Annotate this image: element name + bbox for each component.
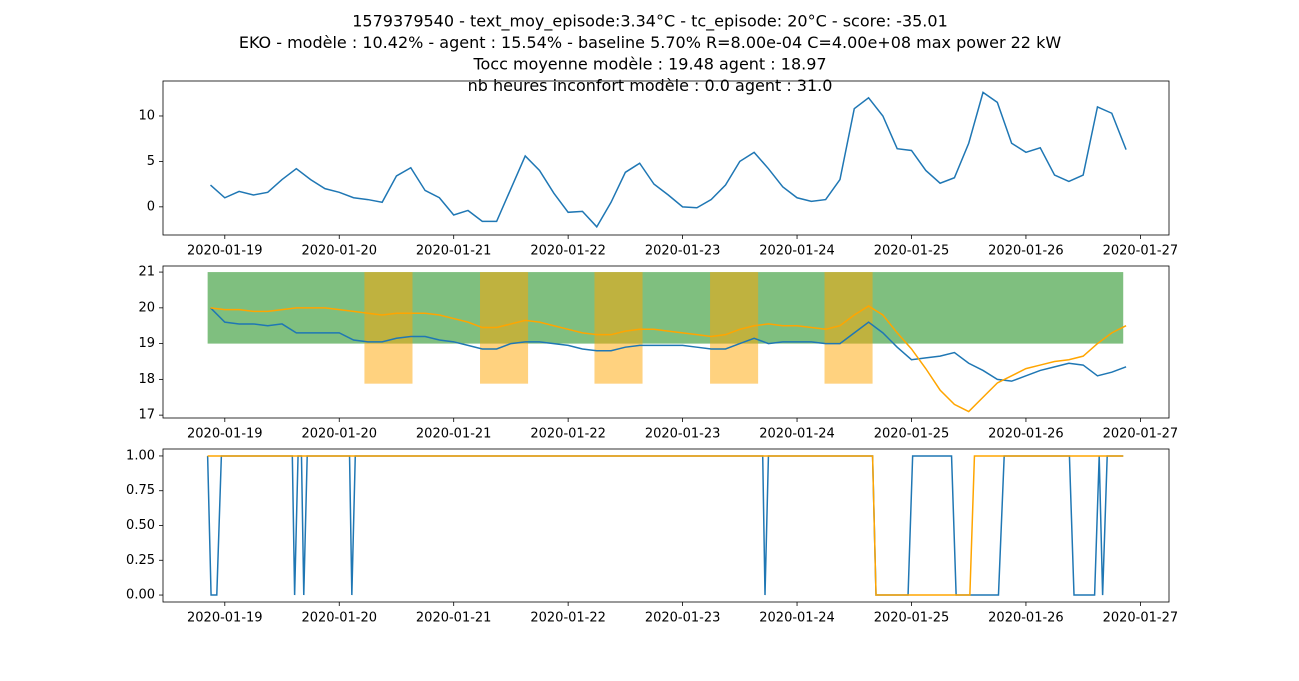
- x-tick-label: 2020-01-22: [530, 611, 606, 626]
- x-tick-label: 2020-01-24: [759, 427, 835, 442]
- x-tick-label: 2020-01-22: [530, 244, 606, 259]
- x-tick-label: 2020-01-22: [530, 427, 606, 442]
- y-tick-label: 0.75: [126, 483, 155, 498]
- y-tick-label: 17: [138, 408, 155, 423]
- line: [209, 307, 1127, 382]
- x-tick-label: 2020-01-24: [759, 244, 835, 259]
- line: [207, 455, 1124, 596]
- y-tick-label: 0.25: [126, 553, 155, 568]
- x-tick-label: 2020-01-19: [187, 244, 263, 259]
- x-tick-label: 2020-01-21: [416, 244, 492, 259]
- line: [210, 305, 1127, 413]
- axes-frame: [162, 448, 1170, 603]
- y-tick-label: 0.00: [126, 588, 155, 603]
- comfort-band: [207, 272, 1124, 344]
- occupancy-span: [594, 272, 643, 384]
- y-tick-label: 19: [138, 336, 155, 351]
- x-tick-label: 2020-01-25: [874, 244, 950, 259]
- x-tick-label: 2020-01-27: [1103, 244, 1179, 259]
- x-tick-label: 2020-01-21: [416, 611, 492, 626]
- y-tick-label: 21: [138, 265, 155, 280]
- x-tick-label: 2020-01-23: [645, 427, 721, 442]
- chart-title: nb heures inconfort modèle : 0.0 agent :…: [468, 76, 833, 95]
- y-tick-label: 20: [138, 300, 155, 315]
- x-tick-label: 2020-01-25: [874, 427, 950, 442]
- x-tick-label: 2020-01-27: [1103, 427, 1179, 442]
- y-tick-label: 10: [138, 108, 155, 123]
- x-tick-label: 2020-01-23: [645, 611, 721, 626]
- x-tick-label: 2020-01-20: [301, 427, 377, 442]
- x-tick-label: 2020-01-23: [645, 244, 721, 259]
- chart-title: Tocc moyenne modèle : 19.48 agent : 18.9…: [472, 55, 826, 74]
- x-tick-label: 2020-01-26: [988, 244, 1064, 259]
- line: [210, 91, 1127, 229]
- x-tick-label: 2020-01-27: [1103, 611, 1179, 626]
- occupancy-span: [710, 272, 759, 384]
- axes-frame: [162, 80, 1170, 236]
- axes-frame: [162, 265, 1170, 419]
- x-tick-label: 2020-01-26: [988, 611, 1064, 626]
- occupancy-span: [364, 272, 413, 384]
- y-tick-label: 18: [138, 372, 155, 387]
- x-tick-label: 2020-01-25: [874, 611, 950, 626]
- x-tick-label: 2020-01-19: [187, 611, 263, 626]
- x-tick-label: 2020-01-19: [187, 427, 263, 442]
- chart-title: EKO - modèle : 10.42% - agent : 15.54% -…: [239, 33, 1062, 52]
- x-tick-label: 2020-01-20: [301, 611, 377, 626]
- chart-title: 1579379540 - text_moy_episode:3.34°C - t…: [352, 12, 948, 32]
- y-tick-label: 1.00: [126, 448, 155, 463]
- x-tick-label: 2020-01-26: [988, 427, 1064, 442]
- line: [206, 455, 1124, 596]
- y-tick-label: 5: [147, 154, 155, 169]
- y-tick-label: 0.50: [126, 518, 155, 533]
- x-tick-label: 2020-01-21: [416, 427, 492, 442]
- x-tick-label: 2020-01-20: [301, 244, 377, 259]
- x-tick-label: 2020-01-24: [759, 611, 835, 626]
- y-tick-label: 0: [147, 199, 155, 214]
